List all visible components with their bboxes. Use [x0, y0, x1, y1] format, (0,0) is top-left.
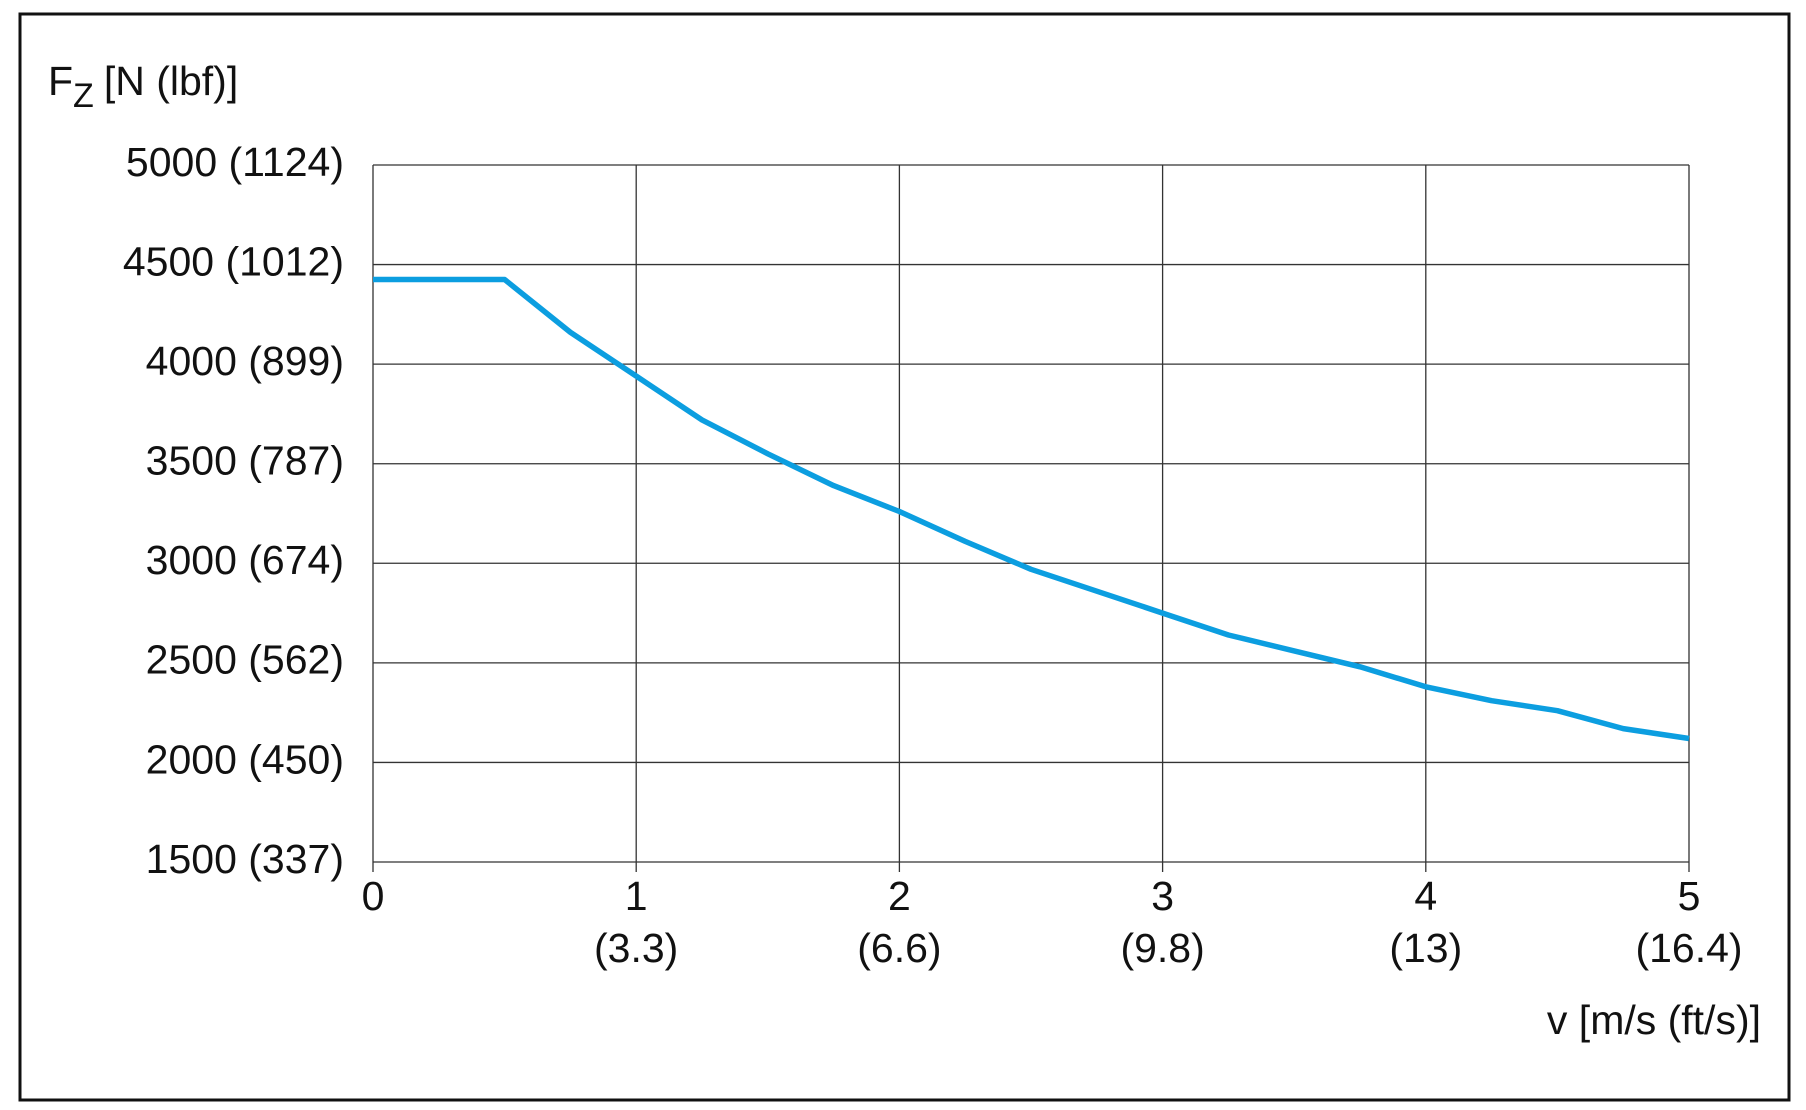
y-tick-label: 3500 (787) — [146, 438, 344, 484]
y-tick-label: 5000 (1124) — [126, 139, 344, 185]
y-tick-label: 4000 (899) — [146, 338, 344, 384]
x-tick-label: 3 — [1151, 873, 1174, 919]
x-tick-alt-label: (9.8) — [1120, 925, 1204, 971]
y-tick-label: 2000 (450) — [146, 736, 344, 782]
x-tick-alt-label: (3.3) — [594, 925, 678, 971]
x-axis-title: v [m/s (ft/s)] — [1547, 997, 1761, 1043]
y-tick-label: 2500 (562) — [146, 637, 344, 683]
data-line — [373, 276, 1690, 742]
x-tick-alt-label: (13) — [1389, 925, 1462, 971]
x-tick-label: 1 — [625, 873, 648, 919]
frame — [18, 12, 1791, 1102]
x-tick-alt-label: (6.6) — [857, 925, 941, 971]
y-tick-label: 1500 (337) — [146, 836, 344, 882]
y-tick-label: 3000 (674) — [146, 537, 344, 583]
y-tick-label: 4500 (1012) — [123, 238, 344, 284]
x-tick-label: 4 — [1414, 873, 1437, 919]
y-title-unit: [N (lbf)] — [104, 58, 238, 104]
y-axis-title: FZ [N (lbf)] — [48, 58, 238, 115]
y-title-sub: Z — [73, 77, 94, 115]
x-tick-label: 0 — [362, 873, 385, 919]
x-tick-label: 2 — [888, 873, 911, 919]
y-title-main: F — [48, 58, 73, 104]
x-tick-alt-label: (16.4) — [1635, 925, 1742, 971]
x-tick-label: 5 — [1678, 873, 1701, 919]
